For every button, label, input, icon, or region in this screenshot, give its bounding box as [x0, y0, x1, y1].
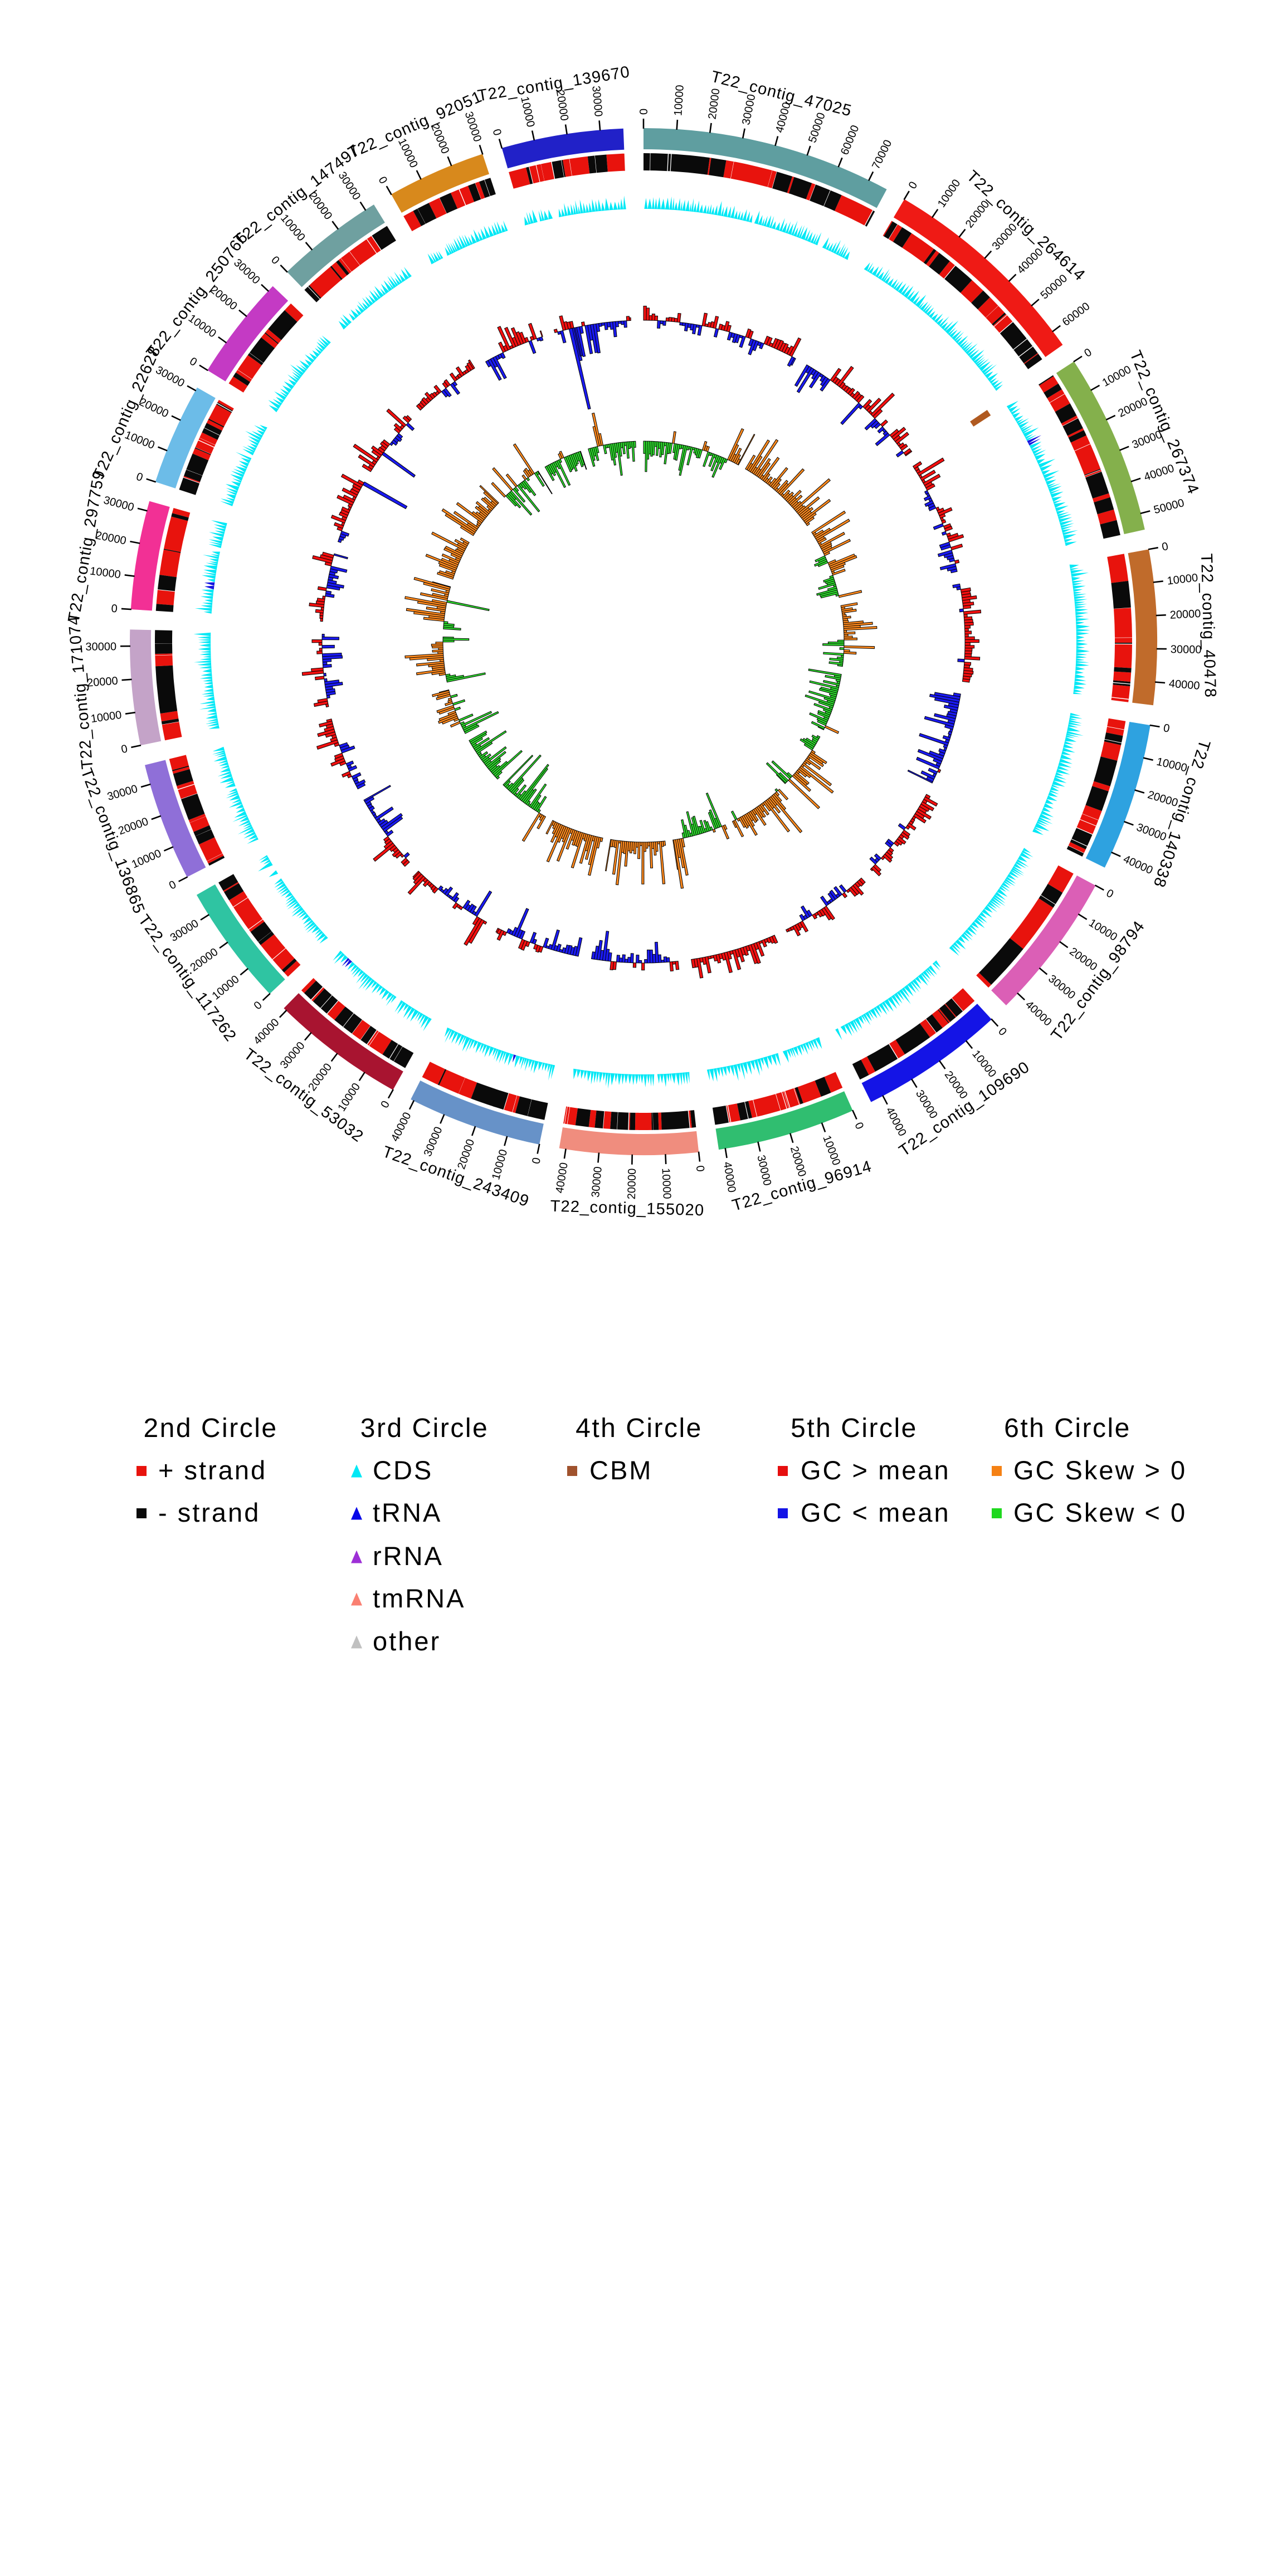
- svg-text:30000: 30000: [589, 1166, 604, 1198]
- svg-text:4th Circle: 4th Circle: [576, 1414, 703, 1443]
- svg-text:3rd Circle: 3rd Circle: [360, 1414, 489, 1443]
- svg-text:0: 0: [1162, 722, 1171, 735]
- svg-text:0: 0: [111, 603, 118, 615]
- svg-text:CDS: CDS: [373, 1455, 433, 1485]
- svg-text:T22_contig_155020: T22_contig_155020: [550, 1197, 705, 1220]
- svg-text:0: 0: [1161, 540, 1169, 554]
- svg-text:0: 0: [694, 1165, 706, 1172]
- svg-text:20000: 20000: [626, 1169, 638, 1200]
- svg-text:GC Skew < 0: GC Skew < 0: [1013, 1498, 1187, 1527]
- svg-text:30000: 30000: [589, 85, 604, 117]
- svg-text:0: 0: [120, 742, 129, 756]
- svg-text:30000: 30000: [1171, 643, 1202, 656]
- svg-text:rRNA: rRNA: [373, 1541, 443, 1571]
- svg-text:GC Skew > 0: GC Skew > 0: [1013, 1455, 1187, 1485]
- svg-text:0: 0: [638, 109, 650, 115]
- svg-text:T22_contig_40478: T22_contig_40478: [1197, 553, 1219, 698]
- svg-text:other: other: [373, 1626, 441, 1656]
- svg-text:30000: 30000: [85, 641, 116, 653]
- svg-text:6th Circle: 6th Circle: [1004, 1414, 1131, 1443]
- svg-text:GC < mean: GC < mean: [801, 1498, 950, 1527]
- svg-text:tmRNA: tmRNA: [373, 1583, 465, 1613]
- svg-text:0: 0: [530, 1156, 543, 1165]
- svg-text:10000: 10000: [660, 1168, 673, 1200]
- svg-text:5th Circle: 5th Circle: [791, 1414, 918, 1443]
- svg-text:20000: 20000: [1169, 608, 1201, 622]
- svg-text:2nd Circle: 2nd Circle: [143, 1414, 277, 1443]
- svg-text:10000: 10000: [672, 85, 686, 116]
- svg-text:CBM: CBM: [589, 1455, 652, 1485]
- svg-text:- strand: - strand: [158, 1498, 260, 1527]
- svg-text:tRNA: tRNA: [373, 1498, 442, 1527]
- svg-text:GC > mean: GC > mean: [801, 1455, 950, 1485]
- svg-text:20000: 20000: [86, 675, 118, 690]
- svg-text:40000: 40000: [1168, 678, 1200, 692]
- svg-text:+ strand: + strand: [158, 1455, 267, 1485]
